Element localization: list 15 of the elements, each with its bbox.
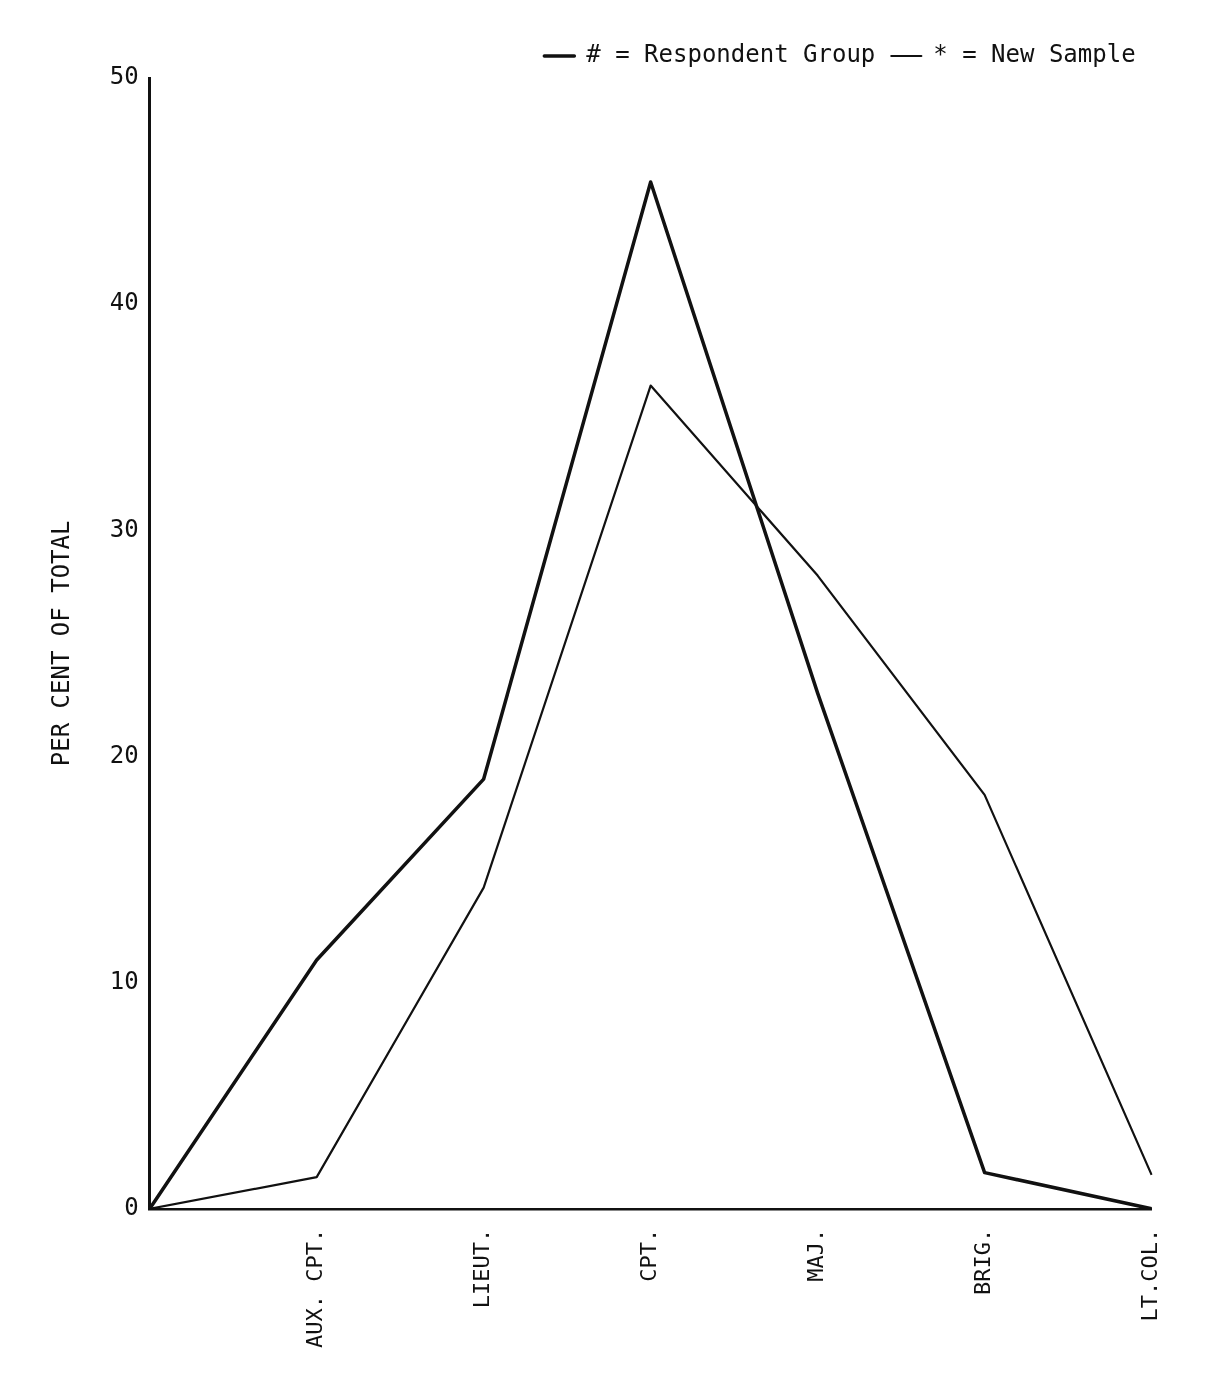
x-tick-label: LT.COL. — [1137, 1228, 1163, 1322]
y-axis-title: PER CENT OF TOTAL — [46, 520, 75, 767]
y-tick-label: 50 — [109, 62, 139, 91]
x-tick-label: BRIG. — [970, 1228, 996, 1296]
x-tick-label: CPT. — [636, 1228, 662, 1282]
y-tick-label: 10 — [109, 966, 139, 995]
x-tick-label: MAJ. — [803, 1228, 829, 1282]
legend-label: * = New Sample — [933, 40, 1136, 69]
x-tick-label: AUX. CPT. — [302, 1228, 328, 1349]
legend-label: # = Respondent Group — [586, 40, 876, 69]
y-tick-label: 30 — [109, 514, 139, 543]
x-tick-label: LIEUT. — [469, 1228, 495, 1309]
y-tick-label: 20 — [109, 740, 139, 769]
y-tick-label: 40 — [109, 288, 139, 317]
y-tick-label: 0 — [124, 1193, 139, 1222]
